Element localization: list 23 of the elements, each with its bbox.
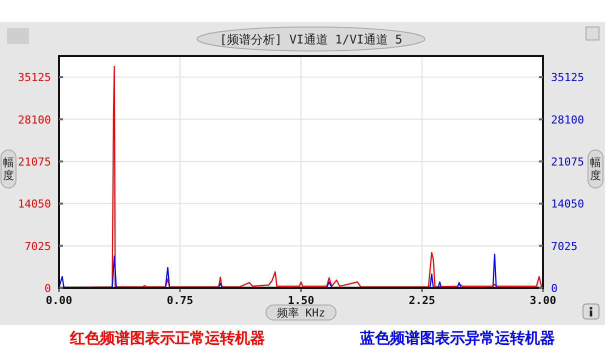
- y-tick-label: 0: [44, 282, 51, 295]
- y2-tick-label: 35125: [551, 71, 584, 84]
- x-axis-title: 频率 KHz: [276, 306, 326, 320]
- y-tick-label: 21075: [18, 155, 51, 168]
- chart-title: [频谱分析] VI通道 1/VI通道 5: [220, 32, 402, 46]
- text: 红色频谱图表示正常运转机器: [69, 329, 265, 347]
- y-tick-label: 28100: [18, 113, 51, 126]
- y-axis-title: 幅度: [3, 156, 14, 182]
- y-tick-label: 35125: [18, 71, 51, 84]
- y2-tick-label: 7025: [551, 240, 578, 253]
- x-tick-label: 2.25: [408, 294, 436, 307]
- x-tick-label: 3.00: [530, 294, 556, 307]
- text: 蓝色频谱图表示异常运转机器: [359, 329, 555, 347]
- y2-tick-label: 21075: [551, 155, 584, 168]
- y2-tick-label: 0: [551, 282, 558, 295]
- x-tick-label: 1.50: [288, 294, 314, 307]
- y2-tick-label: 28100: [551, 113, 584, 126]
- y2-tick-label: 14050: [551, 198, 584, 211]
- y-tick-label: 7025: [24, 240, 51, 253]
- y2-axis-title: 幅度: [590, 156, 601, 182]
- x-tick-label: 0.75: [166, 294, 194, 307]
- y-tick-label: 14050: [18, 198, 51, 211]
- x-tick-label: 0.00: [46, 294, 72, 307]
